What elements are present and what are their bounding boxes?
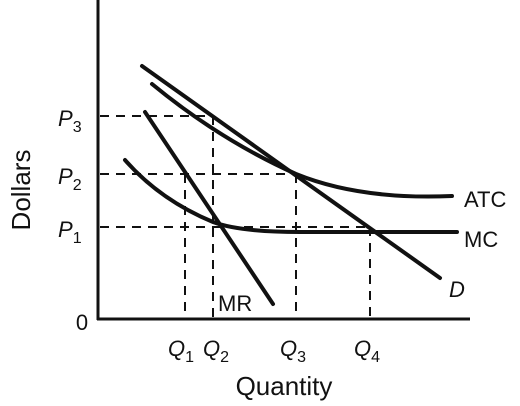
x-axis-title: Quantity [236,371,333,401]
q2-letter: Q [203,336,220,361]
quantity-label-q1: Q1 [168,336,194,366]
origin-label: 0 [76,310,88,335]
mr-curve [143,110,275,306]
demand-label: D [449,277,465,302]
q1-letter: Q [168,336,185,361]
quantity-label-q3: Q3 [280,336,306,366]
p3-letter: P [58,106,73,131]
quantity-label-q4: Q4 [354,336,380,366]
q2-subscript: 2 [220,349,229,366]
mc-label: MC [464,227,498,252]
p1-subscript: 1 [73,230,82,247]
price-label-p2: P2 [58,164,82,194]
price-label-p3: P3 [58,106,82,136]
q1-subscript: 1 [185,349,194,366]
p2-letter: P [58,164,73,189]
atc-label: ATC [464,187,506,212]
mc-curve [123,158,459,234]
q3-letter: Q [280,336,297,361]
q3-subscript: 3 [297,349,306,366]
q4-letter: Q [354,336,371,361]
demand-curve [140,64,442,280]
p1-letter: P [58,217,73,242]
price-label-p1: P1 [58,217,82,247]
p3-subscript: 3 [73,119,82,136]
p2-subscript: 2 [73,177,82,194]
y-axis-title: Dollars [6,150,36,231]
q4-subscript: 4 [371,349,380,366]
quantity-label-q2: Q2 [203,336,229,366]
mr-label: MR [218,291,252,316]
